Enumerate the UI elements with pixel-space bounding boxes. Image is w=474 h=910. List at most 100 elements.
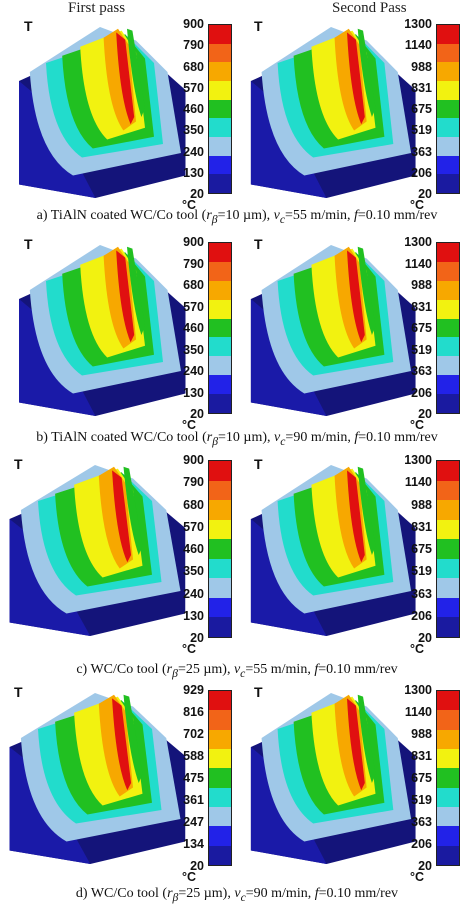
scale-tick-label: 20 <box>190 407 204 421</box>
scale-color-step <box>209 617 231 637</box>
scale-color-step <box>437 578 459 598</box>
second-scale-ticks: 1300 1140 988 831 675 519 363 206 20 <box>392 453 432 645</box>
caption-text: =0.10 mm/rev <box>318 662 398 677</box>
scale-tick-label: 20 <box>418 631 432 645</box>
scale-color-step <box>209 500 231 520</box>
scale-tick-label: 519 <box>411 123 432 138</box>
scale-tick-label: 702 <box>183 727 204 741</box>
scale-tick-label: 134 <box>183 837 204 851</box>
scale-tick-label: 20 <box>418 187 432 201</box>
scale-color-step <box>437 118 459 137</box>
contour-region-9 <box>123 694 143 783</box>
temperature-symbol: T <box>24 236 33 252</box>
first-pass-temperature-render <box>19 27 186 198</box>
second-pass-render <box>242 18 420 203</box>
second-pass-render <box>242 456 420 641</box>
first-unit-label: °C <box>182 418 197 432</box>
scale-tick-label: 20 <box>418 407 432 421</box>
second-pass-render <box>242 684 420 869</box>
contour-region-8 <box>112 470 132 563</box>
contour-region-9 <box>357 694 376 783</box>
scale-tick-label: 247 <box>183 815 204 829</box>
first-scale-ticks: 900 790 680 570 460 350 240 130 20 <box>164 235 204 421</box>
scale-tick-label: 20 <box>418 859 432 873</box>
temperature-symbol: T <box>24 18 33 34</box>
scale-color-step <box>209 375 231 394</box>
first-color-scale-bar <box>208 460 232 638</box>
scale-color-step <box>209 25 231 44</box>
scale-color-step <box>437 25 459 44</box>
panel-caption: c) WC/Co tool (rβ=25 µm), vc=55 m/min, f… <box>0 662 474 680</box>
scale-color-step <box>437 155 459 175</box>
scale-tick-label: 1300 <box>404 453 432 467</box>
scale-color-step <box>437 174 459 193</box>
first-scale-ticks: 900 790 680 570 460 350 240 130 20 <box>164 453 204 645</box>
scale-color-step <box>209 155 231 175</box>
caption-text: f <box>354 430 359 445</box>
scale-color-step <box>209 729 231 749</box>
caption-text: =10 µm), <box>218 430 275 445</box>
second-pass-temperature-render <box>250 465 416 636</box>
scale-tick-label: 519 <box>411 564 432 579</box>
scale-tick-label: 831 <box>411 299 432 314</box>
scale-color-step <box>437 62 459 81</box>
first-pass-temperature-render <box>9 693 186 864</box>
caption-text: =25 µm), <box>178 886 235 901</box>
caption-text: =55 m/min, <box>245 662 315 677</box>
caption-subscript: c <box>240 890 246 904</box>
scale-color-step <box>209 299 231 319</box>
temperature-symbol: T <box>254 456 263 472</box>
scale-color-step <box>437 519 459 540</box>
caption-subscript: β <box>172 890 179 904</box>
scale-tick-label: 929 <box>183 683 204 697</box>
caption-text: =90 m/min, <box>245 886 315 901</box>
scale-color-step <box>437 394 459 413</box>
scale-tick-label: 130 <box>183 385 204 400</box>
second-scale-ticks: 1300 1140 988 831 675 519 363 206 20 <box>392 17 432 201</box>
second-unit-label: °C <box>410 642 425 656</box>
second-pass-temperature-render <box>250 245 416 416</box>
scale-tick-label: 519 <box>411 793 432 807</box>
second-pass-temperature-render <box>250 693 416 864</box>
scale-color-step <box>209 480 231 501</box>
scale-tick-label: 1300 <box>404 235 432 249</box>
second-pass-render <box>242 236 420 421</box>
scale-color-step <box>209 597 231 618</box>
caption-text: v <box>274 430 281 445</box>
caption-text: b) TiAlN coated WC/Co tool ( <box>36 430 207 445</box>
scale-tick-label: 206 <box>411 608 432 623</box>
scale-tick-label: 588 <box>183 749 204 763</box>
first-unit-label: °C <box>182 198 197 212</box>
caption-text: r <box>166 662 173 677</box>
scale-color-step <box>437 280 459 300</box>
first-pass-render <box>10 236 190 421</box>
scale-tick-label: 361 <box>183 793 204 807</box>
scale-color-step <box>437 136 459 156</box>
scale-color-step <box>437 729 459 749</box>
contour-region-8 <box>347 32 365 125</box>
first-unit-label: °C <box>182 870 197 884</box>
second-color-scale-bar <box>436 24 460 194</box>
scale-tick-label: 363 <box>411 815 432 829</box>
second-color-scale-bar <box>436 690 460 866</box>
scale-tick-label: 206 <box>411 837 432 851</box>
first-pass-render <box>0 684 190 869</box>
scale-tick-label: 240 <box>183 364 204 378</box>
scale-tick-label: 831 <box>411 749 432 763</box>
scale-color-step <box>209 806 231 827</box>
scale-color-step <box>209 394 231 413</box>
first-pass-temperature-render <box>9 465 186 636</box>
scale-color-step <box>209 318 231 338</box>
caption-text: r <box>167 886 173 901</box>
scale-color-step <box>209 768 231 788</box>
scale-tick-label: 20 <box>190 187 204 201</box>
scale-tick-label: 1300 <box>404 683 432 697</box>
scale-tick-label: 1140 <box>404 475 432 490</box>
scale-tick-label: 206 <box>411 385 432 400</box>
scale-color-step <box>209 578 231 598</box>
scale-tick-label: 363 <box>411 586 432 601</box>
scale-tick-label: 20 <box>190 631 204 645</box>
scale-tick-label: 680 <box>183 278 204 292</box>
figure-panel: T 929 816 702 588 475 361 247 134 20 °C T 1300 1140 98… <box>0 680 474 886</box>
second-scale-ticks: 1300 1140 988 831 675 519 363 206 20 <box>392 235 432 421</box>
